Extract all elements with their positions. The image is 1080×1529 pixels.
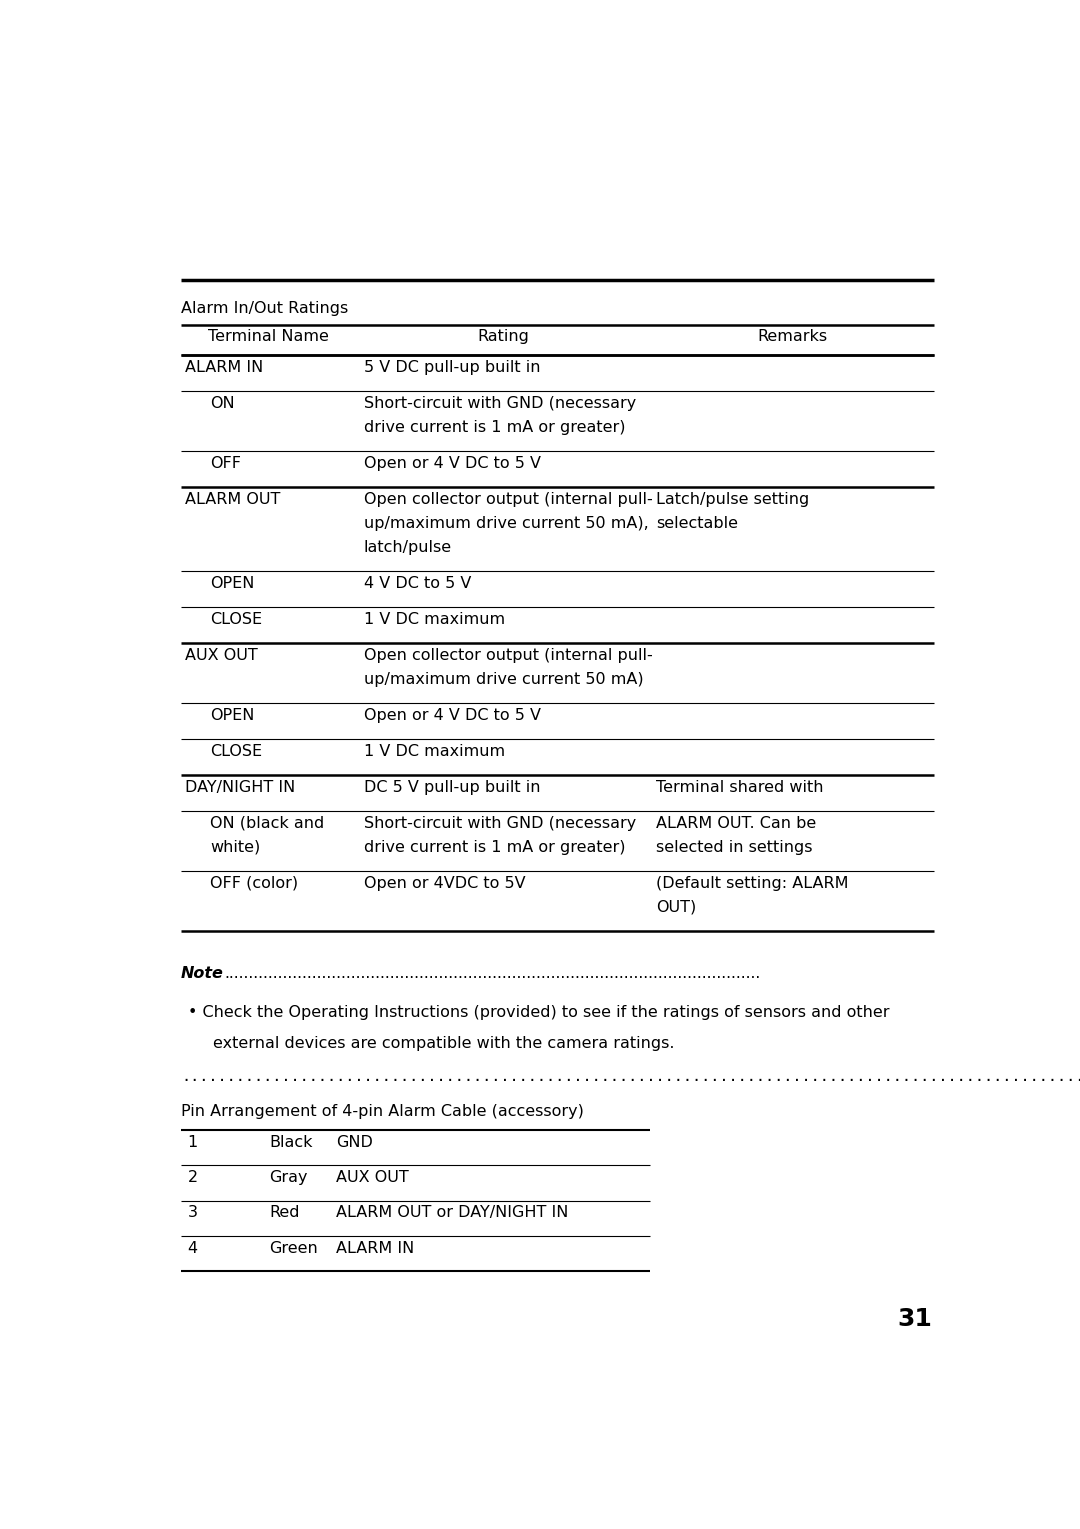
- Text: white): white): [211, 839, 260, 855]
- Text: Terminal Name: Terminal Name: [208, 329, 329, 344]
- Text: 1 V DC maximum: 1 V DC maximum: [364, 745, 504, 758]
- Text: up/maximum drive current 50 mA),: up/maximum drive current 50 mA),: [364, 517, 648, 531]
- Text: Remarks: Remarks: [757, 329, 827, 344]
- Text: up/maximum drive current 50 mA): up/maximum drive current 50 mA): [364, 673, 643, 687]
- Text: Alarm In/Out Ratings: Alarm In/Out Ratings: [181, 301, 348, 317]
- Text: ALARM IN: ALARM IN: [186, 359, 264, 375]
- Text: OUT): OUT): [657, 901, 697, 914]
- Text: Short-circuit with GND (necessary: Short-circuit with GND (necessary: [364, 396, 636, 411]
- Text: Black: Black: [269, 1135, 312, 1150]
- Text: OFF (color): OFF (color): [211, 876, 298, 891]
- Text: OPEN: OPEN: [211, 708, 255, 723]
- Text: GND: GND: [336, 1135, 373, 1150]
- Text: Red: Red: [269, 1205, 299, 1220]
- Text: Pin Arrangement of 4-pin Alarm Cable (accessory): Pin Arrangement of 4-pin Alarm Cable (ac…: [181, 1104, 584, 1119]
- Text: Open collector output (internal pull-: Open collector output (internal pull-: [364, 648, 652, 664]
- Text: 2: 2: [188, 1170, 198, 1185]
- Text: DAY/NIGHT IN: DAY/NIGHT IN: [186, 780, 296, 795]
- Text: Green: Green: [269, 1240, 318, 1255]
- Text: Note: Note: [181, 966, 224, 982]
- Text: selectable: selectable: [657, 517, 739, 531]
- Text: CLOSE: CLOSE: [211, 612, 262, 627]
- Text: AUX OUT: AUX OUT: [186, 648, 258, 664]
- Text: Gray: Gray: [269, 1170, 308, 1185]
- Text: Latch/pulse setting: Latch/pulse setting: [657, 492, 810, 508]
- Text: 4 V DC to 5 V: 4 V DC to 5 V: [364, 576, 471, 592]
- Text: ON: ON: [211, 396, 235, 411]
- Text: selected in settings: selected in settings: [657, 839, 813, 855]
- Text: ................................................................................: ........................................…: [181, 1069, 1080, 1084]
- Text: Open or 4VDC to 5V: Open or 4VDC to 5V: [364, 876, 525, 891]
- Text: CLOSE: CLOSE: [211, 745, 262, 758]
- Text: Terminal shared with: Terminal shared with: [657, 780, 824, 795]
- Text: ALARM OUT. Can be: ALARM OUT. Can be: [657, 815, 816, 830]
- Text: ON (black and: ON (black and: [211, 815, 325, 830]
- Text: 31: 31: [897, 1307, 932, 1332]
- Text: • Check the Operating Instructions (provided) to see if the ratings of sensors a: • Check the Operating Instructions (prov…: [188, 1005, 889, 1020]
- Text: drive current is 1 mA or greater): drive current is 1 mA or greater): [364, 420, 625, 436]
- Text: ALARM OUT or DAY/NIGHT IN: ALARM OUT or DAY/NIGHT IN: [336, 1205, 568, 1220]
- Text: (Default setting: ALARM: (Default setting: ALARM: [657, 876, 849, 891]
- Text: ALARM OUT: ALARM OUT: [186, 492, 281, 508]
- Text: Rating: Rating: [477, 329, 529, 344]
- Text: 3: 3: [188, 1205, 198, 1220]
- Text: OFF: OFF: [211, 456, 241, 471]
- Text: drive current is 1 mA or greater): drive current is 1 mA or greater): [364, 839, 625, 855]
- Text: latch/pulse: latch/pulse: [364, 540, 451, 555]
- Text: DC 5 V pull-up built in: DC 5 V pull-up built in: [364, 780, 540, 795]
- Text: 4: 4: [188, 1240, 198, 1255]
- Text: ALARM IN: ALARM IN: [336, 1240, 414, 1255]
- Text: 1 V DC maximum: 1 V DC maximum: [364, 612, 504, 627]
- Text: Open or 4 V DC to 5 V: Open or 4 V DC to 5 V: [364, 456, 540, 471]
- Text: AUX OUT: AUX OUT: [336, 1170, 408, 1185]
- Text: Open or 4 V DC to 5 V: Open or 4 V DC to 5 V: [364, 708, 540, 723]
- Text: 5 V DC pull-up built in: 5 V DC pull-up built in: [364, 359, 540, 375]
- Text: Open collector output (internal pull-: Open collector output (internal pull-: [364, 492, 652, 508]
- Text: ................................................................................: ........................................…: [225, 966, 760, 982]
- Text: external devices are compatible with the camera ratings.: external devices are compatible with the…: [213, 1035, 674, 1050]
- Text: Short-circuit with GND (necessary: Short-circuit with GND (necessary: [364, 815, 636, 830]
- Text: 1: 1: [188, 1135, 198, 1150]
- Text: OPEN: OPEN: [211, 576, 255, 592]
